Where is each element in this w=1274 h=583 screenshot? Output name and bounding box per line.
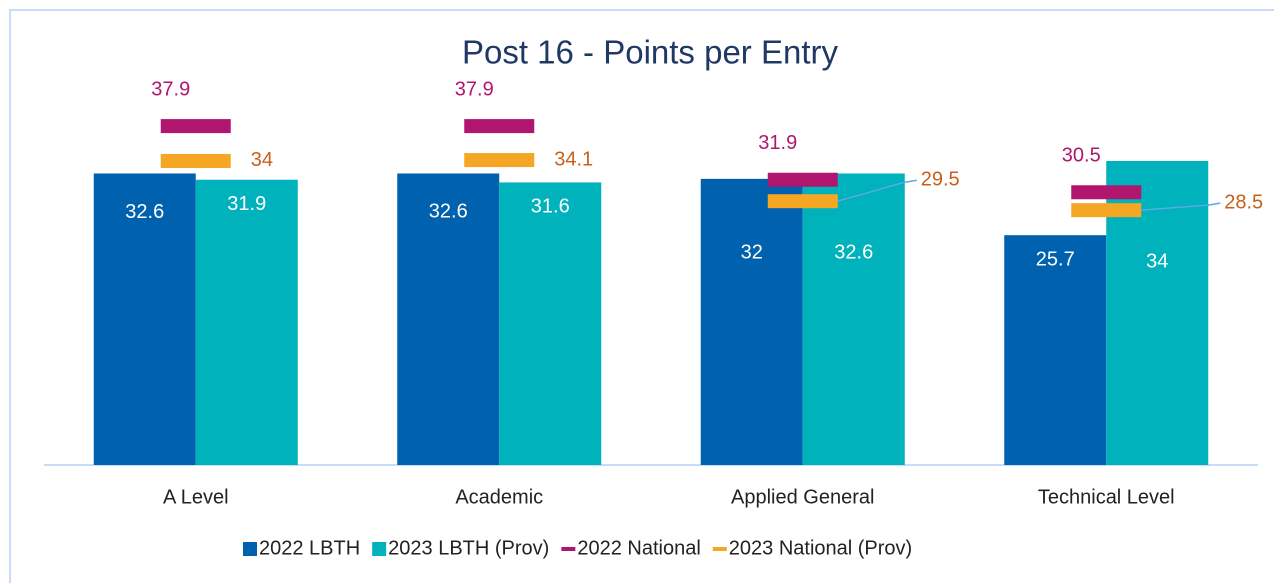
data-label: 25.7 (1036, 248, 1075, 270)
marker (464, 119, 535, 134)
bar (499, 182, 602, 465)
marker (1071, 185, 1142, 200)
data-label: 32.6 (834, 241, 873, 263)
data-label: 28.5 (1224, 191, 1263, 213)
data-label: 32 (741, 241, 763, 263)
legend-label: 2023 LBTH (Prov) (388, 537, 549, 559)
legend-label: 2022 LBTH (259, 537, 360, 559)
data-label: 32.6 (125, 201, 164, 223)
bar (802, 173, 905, 465)
leader-line (1141, 202, 1221, 211)
marker (160, 153, 231, 168)
marker (767, 194, 838, 209)
legend-label: 2023 National (Prov) (729, 537, 912, 559)
x-tick-label: A Level (163, 486, 229, 508)
data-label: 30.5 (1062, 145, 1101, 167)
data-label: 31.9 (227, 193, 266, 215)
legend-label: 2022 National (577, 537, 700, 559)
x-tick-label: Technical Level (1038, 486, 1175, 508)
data-label: 29.5 (921, 168, 960, 190)
data-label: 31.9 (758, 132, 797, 154)
bar (397, 173, 500, 465)
bar (93, 173, 196, 465)
marker (160, 119, 231, 134)
bar (700, 178, 803, 465)
marker (464, 153, 535, 168)
data-label: 34 (1146, 250, 1168, 272)
x-tick-label: Academic (455, 486, 543, 508)
marker (767, 172, 838, 187)
data-label: 37.9 (151, 78, 190, 100)
legend-swatch (243, 542, 257, 556)
x-tick-label: Applied General (731, 486, 874, 508)
data-label: 34.1 (554, 148, 593, 170)
bar (1004, 235, 1107, 465)
leader-line (837, 179, 917, 202)
data-label: 37.9 (455, 78, 494, 100)
legend-swatch (712, 547, 727, 551)
legend-swatch (372, 542, 387, 556)
chart-title: Post 16 - Points per Entry (462, 34, 839, 71)
data-label: 32.6 (429, 200, 468, 222)
legend-swatch (561, 547, 576, 551)
marker (1071, 203, 1142, 218)
bar (195, 179, 298, 465)
data-label: 34 (251, 149, 273, 171)
data-label: 31.6 (531, 196, 570, 218)
